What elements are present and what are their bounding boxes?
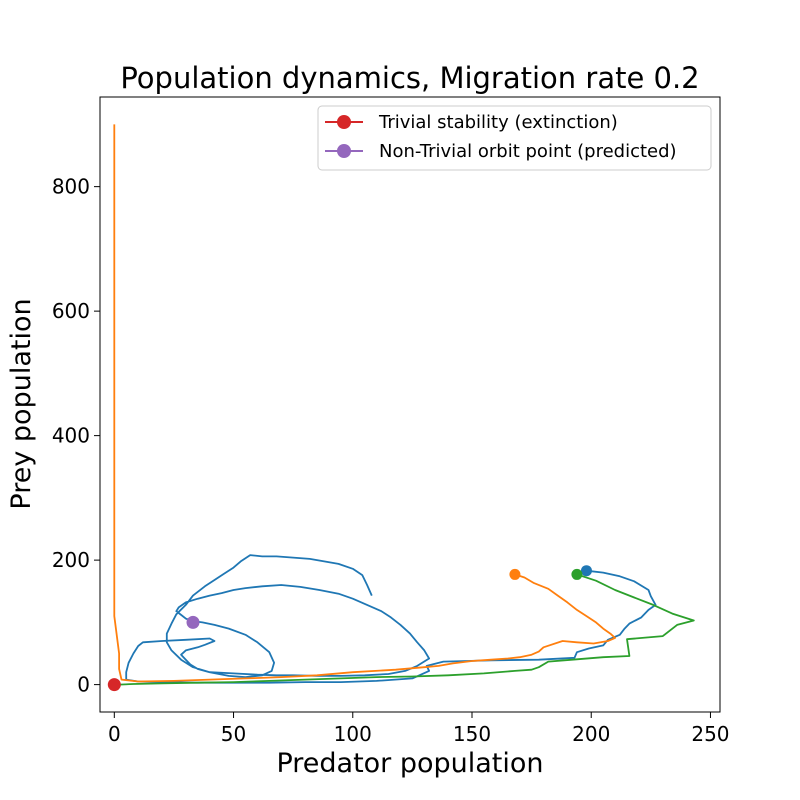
- chart-title: Population dynamics, Migration rate 0.2: [120, 61, 699, 95]
- x-tick-label: 150: [453, 722, 491, 746]
- legend-marker-trivial: [337, 115, 351, 129]
- trivial-stability-point: [107, 678, 121, 692]
- legend-label-nontrivial: Non-Trivial orbit point (predicted): [379, 141, 677, 162]
- y-tick-label: 400: [52, 424, 90, 448]
- series-start-point-1: [509, 568, 521, 580]
- series-layer: [113, 124, 695, 686]
- x-axis-label: Predator population: [276, 748, 543, 779]
- plot-area: [99, 96, 721, 713]
- nontrivial-orbit-point: [186, 615, 200, 629]
- legend-marker-nontrivial: [337, 144, 351, 158]
- x-tick-label: 200: [572, 722, 610, 746]
- y-tick-label: 0: [77, 673, 90, 697]
- y-tick-label: 600: [52, 299, 90, 323]
- legend-box: [317, 105, 712, 171]
- y-axis: 0 200 400 600 800: [52, 175, 100, 697]
- x-axis: 0 50 100 150 200 250: [108, 712, 730, 746]
- legend-label-trivial: Trivial stability (extinction): [378, 112, 618, 133]
- x-tick-label: 250: [691, 722, 729, 746]
- y-tick-label: 800: [52, 175, 90, 199]
- x-tick-label: 100: [334, 722, 372, 746]
- y-axis-label: Prey population: [6, 298, 37, 509]
- y-tick-label: 200: [52, 548, 90, 572]
- series-start-point-0: [580, 565, 592, 577]
- legend: Trivial stability (extinction) Non-Trivi…: [317, 105, 712, 171]
- x-tick-label: 50: [221, 722, 246, 746]
- series-line-2: [114, 573, 695, 686]
- series-line-0: [125, 554, 657, 684]
- plot-frame: [99, 96, 721, 713]
- series-line-1: [113, 124, 616, 683]
- x-tick-label: 0: [108, 722, 121, 746]
- series-start-point-2: [571, 568, 583, 580]
